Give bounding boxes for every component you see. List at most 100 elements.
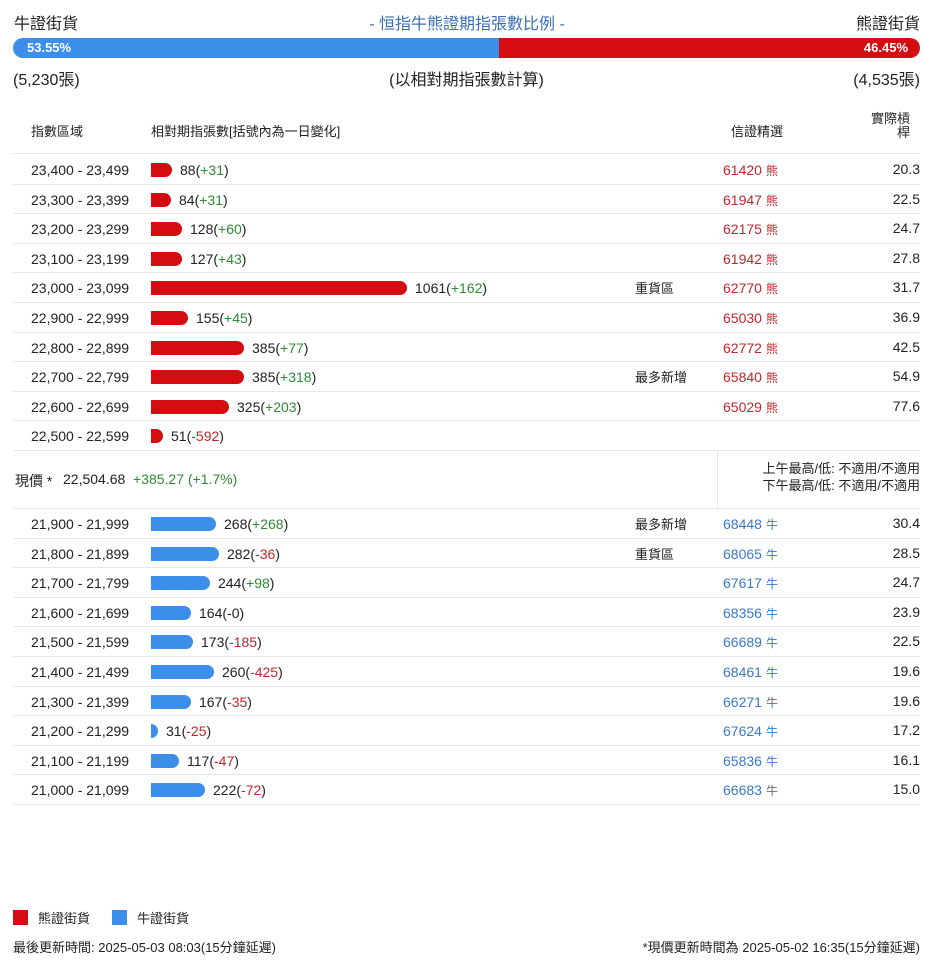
contract-change: +318	[280, 369, 312, 386]
contract-bar	[151, 753, 179, 768]
index-range: 22,700 - 22,799	[31, 369, 130, 386]
contract-count: 51(-592)	[171, 428, 224, 444]
paren-close: )	[247, 309, 253, 326]
leverage-ratio: 24.7	[892, 220, 920, 237]
contract-bar	[151, 664, 214, 679]
warrant-kind: 牛	[765, 665, 778, 680]
contract-count-value: 167	[199, 693, 223, 710]
contract-bar	[151, 340, 244, 355]
contract-count: 31(-25)	[166, 723, 211, 739]
paren-close: )	[269, 575, 275, 592]
warrant-link[interactable]: 62175 熊	[723, 221, 778, 238]
warrant-link[interactable]: 68448 牛	[723, 516, 778, 533]
contract-bar	[151, 576, 210, 591]
contract-change: +162	[450, 280, 483, 297]
bull-outstanding-label: 牛證街貨	[14, 16, 79, 33]
warrant-link[interactable]: 67624 牛	[723, 723, 778, 740]
leverage-ratio: 20.3	[892, 161, 920, 177]
paren-close: )	[234, 752, 239, 769]
warrant-link[interactable]: 62770 熊	[723, 280, 778, 297]
contract-change: +45	[224, 309, 248, 326]
warrant-code[interactable]: 67624	[723, 723, 762, 740]
leverage-ratio: 24.7	[892, 574, 920, 591]
contract-count-value: 222	[213, 782, 237, 799]
contract-count: 1061(+162)	[415, 280, 487, 296]
warrant-link[interactable]: 66683 牛	[723, 782, 778, 799]
warrant-code[interactable]: 61942	[723, 250, 762, 267]
warrant-code[interactable]: 65836	[723, 752, 762, 769]
table-row: 23,000 - 23,099 1061(+162) 重貨區 62770 熊 31.7	[13, 273, 920, 303]
count-note: (以相對期指張數計算)	[389, 72, 544, 89]
warrant-link[interactable]: 66689 牛	[723, 634, 778, 651]
contract-count: 385(+77)	[252, 340, 308, 356]
warrant-link[interactable]: 65840 熊	[723, 369, 778, 386]
paren-close: )	[223, 191, 228, 208]
leverage-ratio: 16.1	[892, 751, 920, 768]
paren-open: (	[181, 723, 187, 740]
warrant-code[interactable]: 66683	[723, 782, 762, 799]
current-price-label: 現價 *	[15, 473, 53, 489]
ratio-bar: 53.55% 46.45%	[13, 38, 920, 58]
warrant-code[interactable]: 61947	[723, 191, 762, 208]
index-range: 21,600 - 21,699	[31, 604, 130, 621]
index-range: 22,800 - 22,899	[31, 339, 130, 356]
contract-bar	[151, 635, 193, 650]
warrant-code[interactable]: 65840	[723, 369, 762, 386]
header-ratio: 實際槓桿	[870, 111, 910, 140]
paren-close: )	[296, 398, 302, 415]
warrant-link[interactable]: 66271 牛	[723, 694, 778, 711]
index-range: 23,300 - 23,399	[31, 191, 130, 208]
bear-rows: 23,400 - 23,499 88(+31) 61420 熊 20.3 23,300 -…	[13, 155, 920, 451]
warrant-link[interactable]: 61947 熊	[723, 192, 778, 209]
table-row: 21,700 - 21,799 244(+98) 67617 牛 24.7	[13, 568, 920, 598]
index-range: 21,400 - 21,499	[31, 663, 130, 680]
warrant-link[interactable]: 61420 熊	[723, 162, 778, 179]
warrant-link[interactable]: 65030 熊	[723, 310, 778, 327]
warrant-code[interactable]: 61420	[723, 162, 762, 178]
warrant-link[interactable]: 65029 熊	[723, 399, 778, 416]
warrant-link[interactable]: 68065 牛	[723, 546, 778, 563]
warrant-code[interactable]: 62175	[723, 221, 762, 238]
contract-count: 282(-36)	[227, 546, 280, 562]
warrant-link[interactable]: 61942 熊	[723, 251, 778, 268]
paren-close: )	[303, 339, 309, 356]
contract-count-value: 117	[187, 752, 210, 769]
warrant-code[interactable]: 68065	[723, 545, 762, 562]
warrant-code[interactable]: 62770	[723, 280, 762, 297]
contract-count: 385(+318)	[252, 369, 316, 385]
warrant-link[interactable]: 65836 牛	[723, 753, 778, 770]
paren-close: )	[247, 693, 252, 710]
bear-outstanding-label: 熊證街貨	[855, 16, 920, 33]
index-range: 21,700 - 21,799	[31, 575, 130, 592]
leverage-ratio: 42.5	[892, 338, 920, 355]
warrant-code[interactable]: 67617	[723, 575, 762, 592]
warrant-code[interactable]: 66271	[723, 693, 762, 710]
paren-open: (	[222, 693, 228, 710]
header-range: 指數區域	[31, 124, 84, 139]
contract-bar	[151, 192, 171, 207]
leverage-ratio: 30.4	[892, 515, 920, 531]
warrant-code[interactable]: 65030	[723, 309, 762, 326]
warrant-link[interactable]: 67617 牛	[723, 575, 778, 592]
leverage-ratio: 22.5	[892, 633, 920, 650]
warrant-code[interactable]: 68461	[723, 663, 762, 680]
current-price-change: +385.27 (+1.7%)	[133, 471, 238, 487]
warrant-link[interactable]: 68461 牛	[723, 664, 778, 681]
page-title: - 恒指牛熊證期指張數比例 -	[369, 16, 565, 33]
warrant-link[interactable]: 62772 熊	[723, 340, 778, 357]
warrant-code[interactable]: 68448	[723, 516, 762, 532]
warrant-kind: 熊	[765, 371, 778, 386]
paren-open: (	[213, 250, 219, 267]
bull-swatch-icon	[112, 910, 128, 925]
contract-count: 222(-72)	[213, 782, 266, 798]
warrant-code[interactable]: 62772	[723, 339, 762, 356]
warrant-code[interactable]: 65029	[723, 398, 762, 415]
paren-open: (	[222, 604, 228, 621]
warrant-code[interactable]: 66689	[723, 634, 762, 651]
contract-count: 325(+203)	[237, 399, 301, 415]
contract-change: -35	[227, 693, 248, 710]
warrant-link[interactable]: 68356 牛	[723, 605, 778, 622]
contract-change: -0	[227, 604, 240, 621]
warrant-code[interactable]: 68356	[723, 604, 762, 621]
legend-bull-label: 牛證街貨	[137, 911, 190, 926]
